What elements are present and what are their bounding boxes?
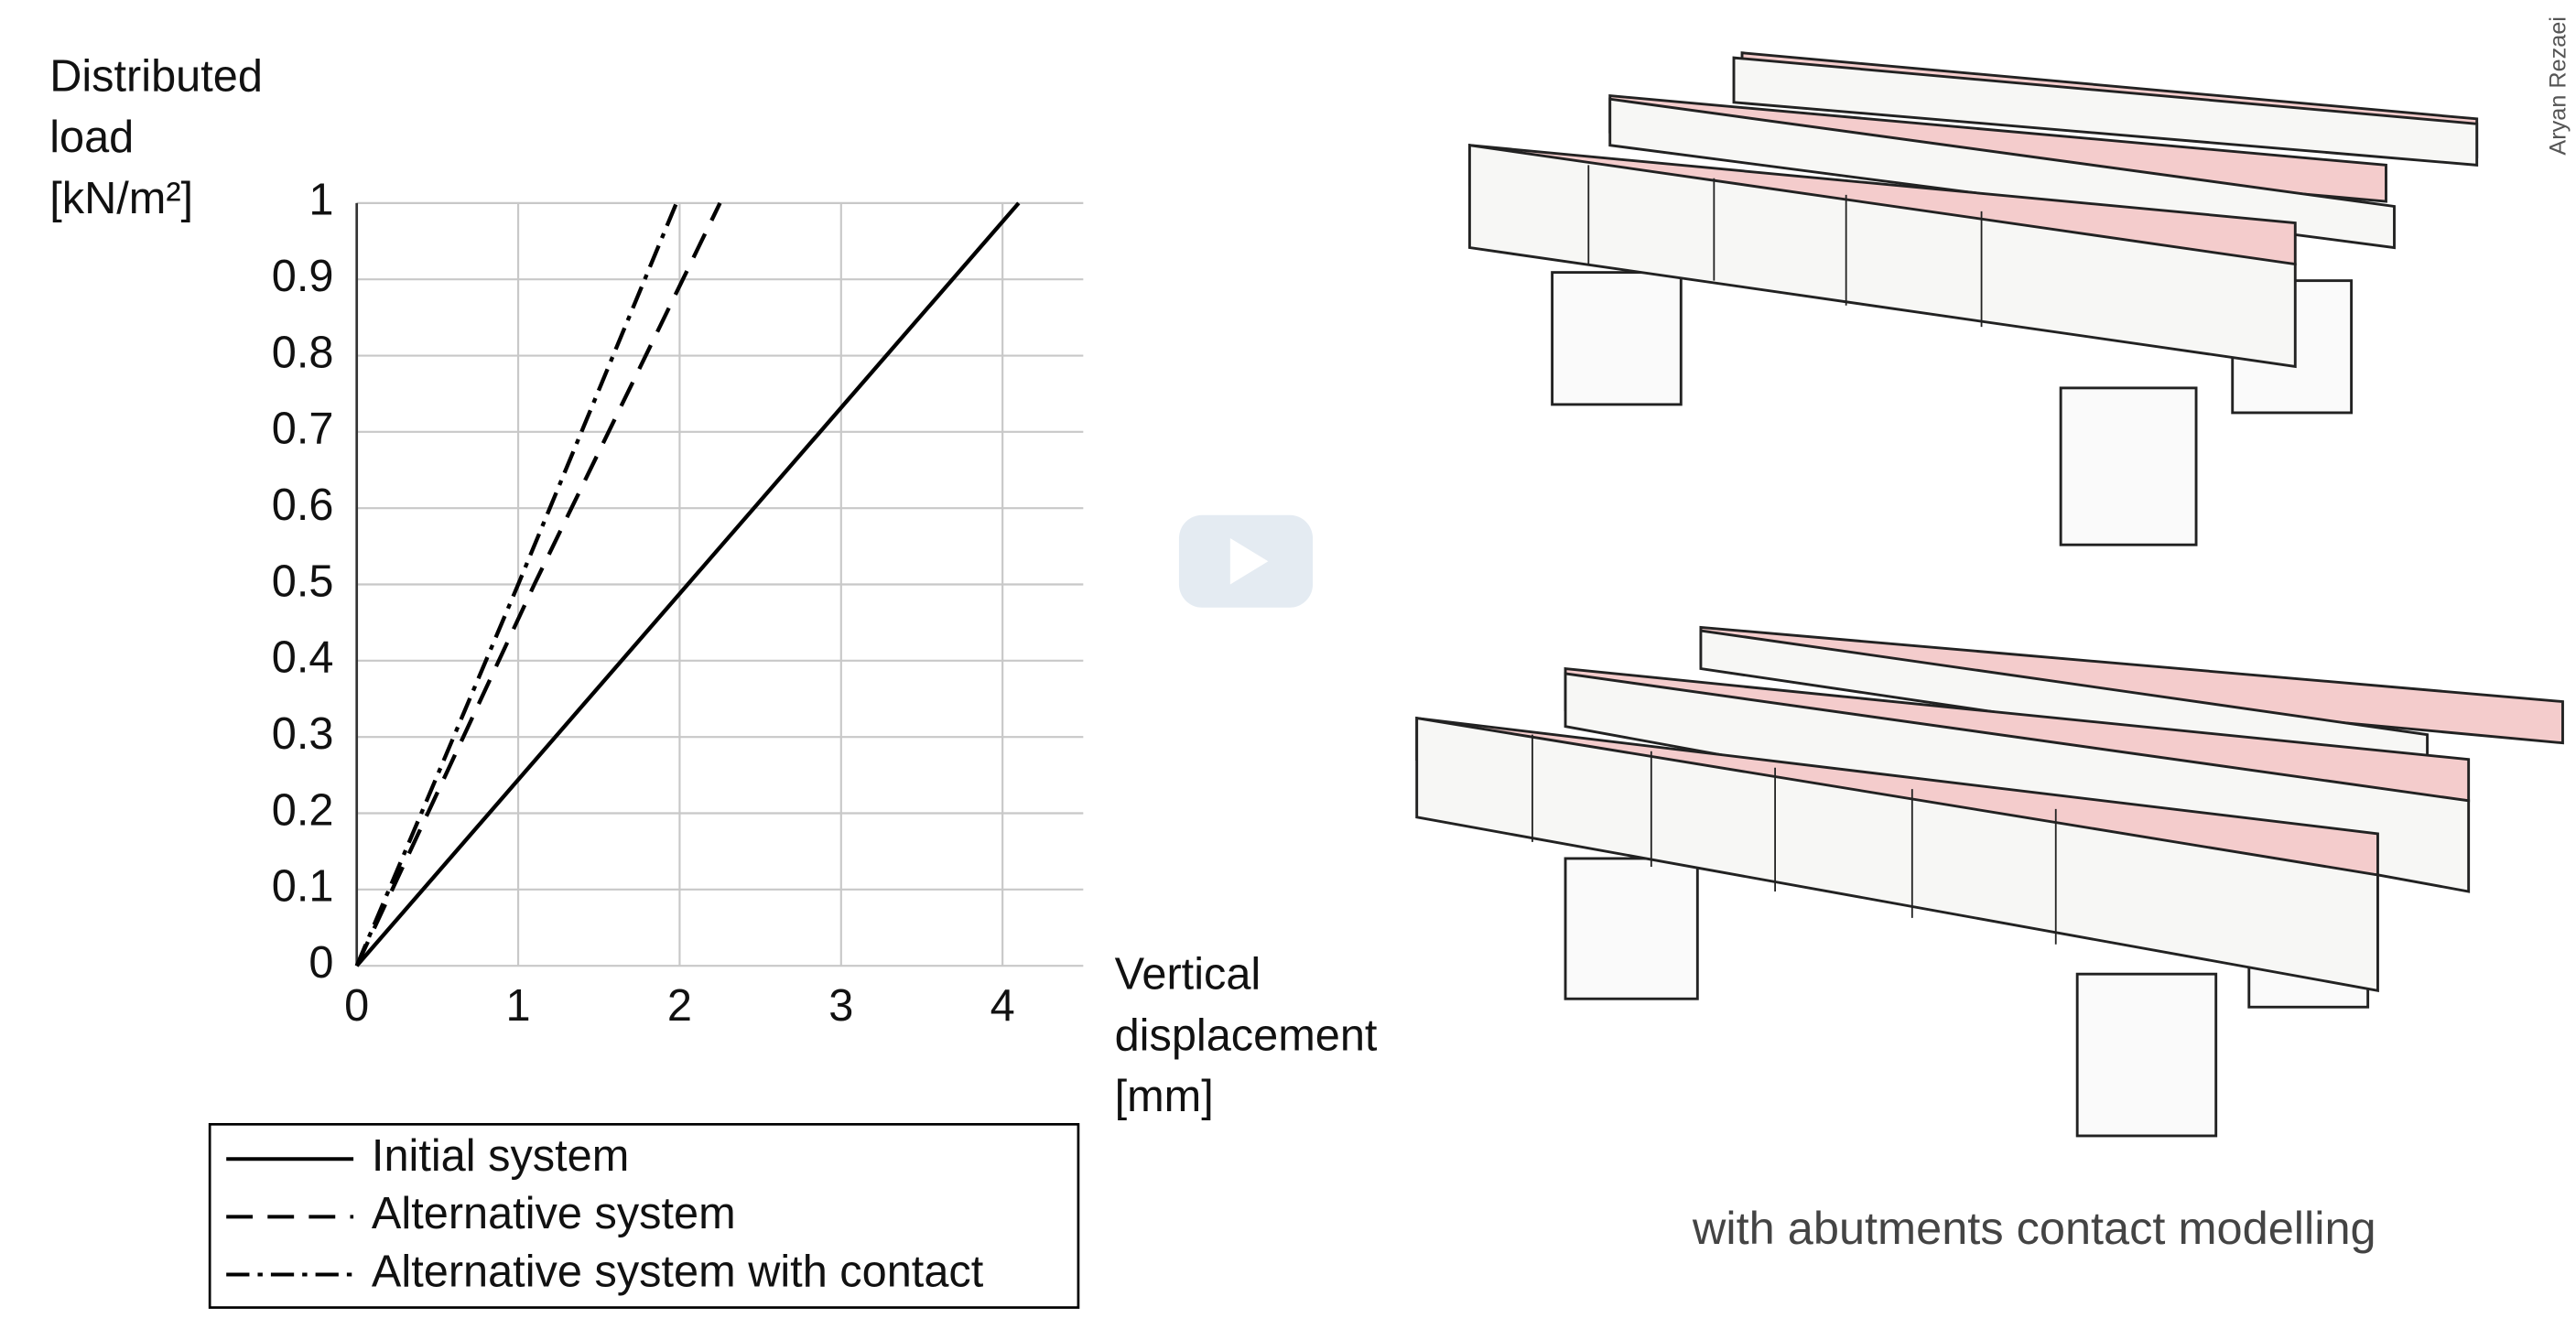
y-tick-label: 0.9 <box>272 252 334 301</box>
x-tick-label: 4 <box>990 981 1015 1031</box>
y-tick-label: 0.8 <box>272 328 334 377</box>
y-tick-label: 0.5 <box>272 556 334 606</box>
legend-label: Initial system <box>372 1131 629 1181</box>
x-tick-label: 3 <box>828 981 853 1031</box>
x-tick-label: 2 <box>667 981 692 1031</box>
legend-label: Alternative system <box>372 1189 736 1238</box>
legend-label: Alternative system with contact <box>372 1247 984 1296</box>
x-tick-label: 0 <box>344 981 369 1031</box>
legend-frame <box>208 1122 1080 1309</box>
series-line <box>354 202 678 967</box>
x-axis-label: Vertical <box>1115 950 1261 999</box>
y-tick-label: 0.3 <box>272 709 334 759</box>
caption: with abutments contact modelling <box>1692 1202 2376 1254</box>
y-tick-label: 1 <box>308 176 333 225</box>
y-tick-label: 0.7 <box>272 405 334 454</box>
x-axis-label: [mm] <box>1115 1072 1214 1121</box>
credit: Aryan Rezaei <box>2546 16 2571 156</box>
play-button[interactable] <box>1178 514 1314 608</box>
series-line <box>354 201 722 967</box>
y-axis-label: Distributed <box>49 51 263 101</box>
y-tick-label: 0 <box>308 938 333 988</box>
series-line <box>355 201 1021 967</box>
y-tick-label: 0.1 <box>272 862 334 912</box>
x-axis-label: displacement <box>1115 1010 1378 1060</box>
y-axis-label: [kN/m²] <box>49 174 193 223</box>
bridge-illustration-top <box>1467 51 2479 546</box>
x-tick-label: 1 <box>506 981 531 1031</box>
bridge-illustration-bottom <box>1415 625 2564 1138</box>
y-tick-label: 0.4 <box>272 633 334 683</box>
y-tick-label: 0.2 <box>272 785 334 835</box>
y-axis-label: load <box>49 113 134 162</box>
y-tick-label: 0.6 <box>272 481 334 530</box>
